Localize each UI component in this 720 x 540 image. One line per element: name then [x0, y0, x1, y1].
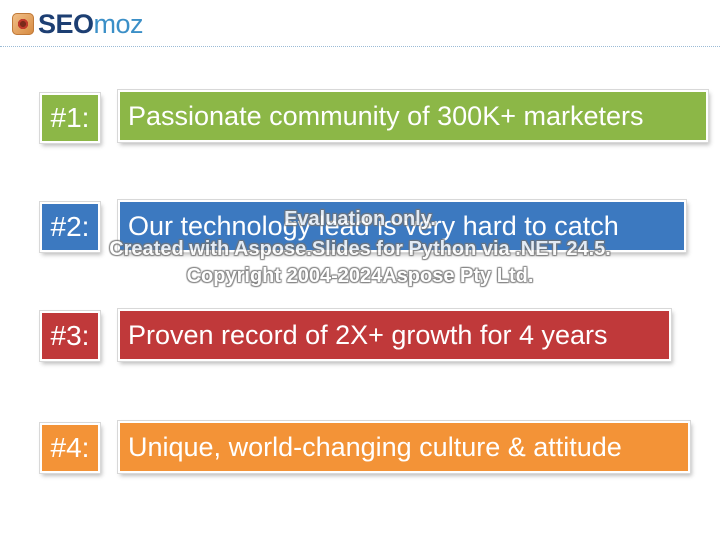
- item-2-number: #2:: [39, 201, 101, 253]
- logo-moz-text: moz: [93, 8, 144, 39]
- item-2-text: Our technology lead is very hard to catc…: [117, 199, 687, 253]
- item-3-number: #3:: [39, 310, 101, 362]
- item-1-text: Passionate community of 300K+ marketers: [117, 89, 709, 143]
- header-divider: [0, 46, 720, 47]
- watermark-line-3: Copyright 2004-2024Aspose Pty Ltd.: [186, 265, 534, 287]
- seomoz-logo: SEO moz: [12, 8, 144, 39]
- item-4-number: #4:: [39, 422, 101, 474]
- item-4-text: Unique, world-changing culture & attitud…: [117, 420, 691, 474]
- item-1-number: #1:: [39, 92, 101, 144]
- item-3-text: Proven record of 2X+ growth for 4 years: [117, 308, 672, 362]
- logo-mark-icon: [12, 13, 34, 35]
- logo-seo-text: SEO: [38, 8, 94, 39]
